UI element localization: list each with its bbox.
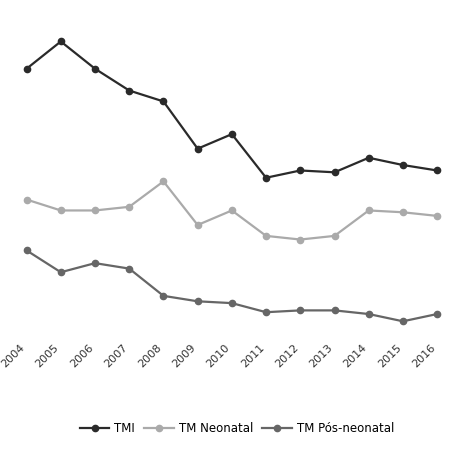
TM Pós-neonatal xyxy=(366,311,372,317)
Line: TMI: TMI xyxy=(23,38,440,181)
TM Neonatal xyxy=(400,210,406,215)
TMI xyxy=(127,88,132,93)
TM Pós-neonatal xyxy=(195,299,201,304)
TM Neonatal xyxy=(127,204,132,210)
Line: TM Pós-neonatal: TM Pós-neonatal xyxy=(23,247,440,324)
TM Neonatal xyxy=(195,222,201,228)
TM Pós-neonatal xyxy=(24,247,29,253)
TM Pós-neonatal xyxy=(400,319,406,324)
TMI xyxy=(195,146,201,152)
TM Neonatal xyxy=(229,208,235,213)
TM Pós-neonatal xyxy=(161,293,166,299)
TM Neonatal xyxy=(24,197,29,202)
TM Pós-neonatal xyxy=(263,310,269,315)
TMI xyxy=(263,175,269,181)
TM Pós-neonatal xyxy=(434,311,440,317)
TMI xyxy=(400,162,406,168)
TM Pós-neonatal xyxy=(298,308,303,313)
TMI xyxy=(298,168,303,173)
TM Neonatal xyxy=(92,208,98,213)
TM Neonatal xyxy=(332,233,337,239)
TMI xyxy=(332,170,337,175)
TM Pós-neonatal xyxy=(58,269,64,275)
TM Pós-neonatal xyxy=(127,266,132,272)
Line: TM Neonatal: TM Neonatal xyxy=(23,178,440,243)
TMI xyxy=(161,99,166,104)
TM Neonatal xyxy=(366,208,372,213)
TM Pós-neonatal xyxy=(229,301,235,306)
TMI xyxy=(92,66,98,72)
TM Neonatal xyxy=(298,237,303,242)
TM Neonatal xyxy=(434,213,440,219)
TMI xyxy=(24,66,29,72)
TM Pós-neonatal xyxy=(332,308,337,313)
TMI xyxy=(366,155,372,161)
Legend: TMI, TM Neonatal, TM Pós-neonatal: TMI, TM Neonatal, TM Pós-neonatal xyxy=(75,418,399,440)
TM Neonatal xyxy=(263,233,269,239)
TM Pós-neonatal xyxy=(92,260,98,266)
TMI xyxy=(434,168,440,173)
TMI xyxy=(229,131,235,137)
TM Neonatal xyxy=(161,179,166,184)
TM Neonatal xyxy=(58,208,64,213)
TMI xyxy=(58,39,64,45)
